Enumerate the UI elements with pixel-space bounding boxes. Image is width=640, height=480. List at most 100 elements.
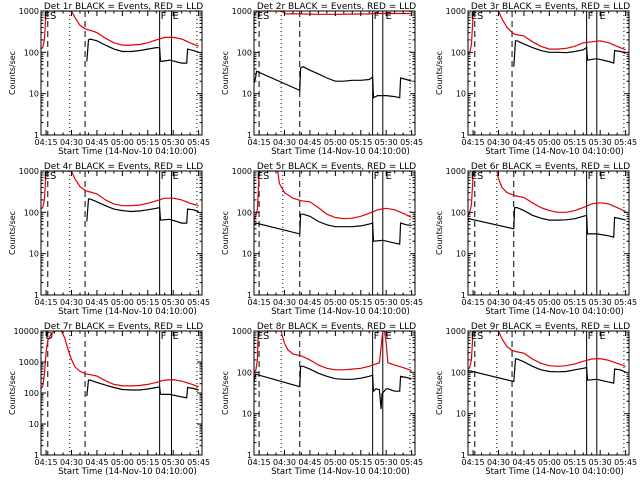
lld-series-line	[41, 331, 199, 389]
x-tick-label: 04:15	[35, 138, 58, 147]
x-axis-label: Start Time (14-Nov-10 04:10:00)	[485, 307, 624, 317]
x-tick-label: 04:15	[248, 138, 271, 147]
y-tick-label: 100	[451, 48, 466, 57]
marker-label: F	[588, 171, 594, 182]
y-tick-label: 10	[242, 250, 252, 259]
marker-label: E	[172, 331, 178, 342]
y-tick-label: 1	[461, 451, 466, 460]
marker-label: E	[385, 11, 391, 22]
lld-series-line	[254, 171, 412, 222]
time-markers	[258, 171, 411, 295]
lld-series-line	[254, 11, 412, 16]
y-axis-label: Counts/sec	[435, 211, 444, 255]
y-axis-label: Counts/sec	[435, 371, 444, 415]
lld-series-line	[468, 11, 626, 55]
time-markers	[258, 11, 411, 135]
x-tick-label: 05:15	[563, 138, 586, 147]
y-tick-label: 100	[237, 48, 252, 57]
plot-frame	[253, 330, 416, 456]
marker-label: E	[172, 11, 178, 22]
marker-label: ES	[44, 171, 57, 182]
marker-label: ES	[257, 11, 270, 22]
x-tick-label: 04:15	[35, 458, 58, 467]
marker-label: ES	[471, 11, 484, 22]
x-tick-label: 04:45	[85, 458, 108, 467]
y-tick-label: 1	[247, 131, 252, 140]
y-tick-label: 1000	[19, 167, 39, 176]
x-tick-label: 05:30	[375, 458, 398, 467]
y-tick-label: 100	[237, 368, 252, 377]
y-tick-label: 100	[24, 48, 39, 57]
plot-frame	[40, 330, 203, 456]
marker-label: F	[588, 331, 594, 342]
marker-label: E	[385, 171, 391, 182]
y-axis-label: Counts/sec	[8, 51, 17, 95]
y-axis-label: Counts/sec	[221, 211, 230, 255]
y-tick-label: 1	[247, 291, 252, 300]
lld-series-line	[254, 331, 412, 373]
x-tick-label: 05:15	[349, 138, 372, 147]
x-tick-label: 04:15	[462, 298, 485, 307]
y-tick-label: 1000	[232, 167, 252, 176]
marker-label: ES	[471, 331, 484, 342]
x-tick-label: 05:30	[162, 138, 185, 147]
plot-frame	[467, 10, 630, 136]
y-axis-label: Counts/sec	[435, 51, 444, 95]
x-tick-label: 05:00	[324, 138, 347, 147]
marker-label: E	[172, 171, 178, 182]
y-tick-label: 100	[237, 208, 252, 217]
marker-label: F	[161, 11, 167, 22]
x-tick-label: 05:30	[162, 458, 185, 467]
events-series-line	[86, 379, 199, 399]
chart-title: Det 3r BLACK = Events, RED = LLD	[471, 2, 630, 12]
x-tick-label: 05:45	[187, 298, 210, 307]
y-axis-label: Counts/sec	[221, 371, 230, 415]
x-tick-label: 04:45	[298, 138, 321, 147]
marker-label: ES	[257, 171, 270, 182]
y-tick-label: 1000	[232, 327, 252, 336]
marker-label: F	[161, 331, 167, 342]
x-tick-label: 04:30	[273, 138, 296, 147]
time-markers	[47, 171, 198, 295]
x-tick-label: 05:15	[349, 458, 372, 467]
y-tick-label: 100	[451, 368, 466, 377]
marker-label: D	[45, 331, 53, 342]
x-tick-label: 05:30	[162, 298, 185, 307]
marker-label: E	[599, 331, 605, 342]
time-markers	[474, 11, 625, 135]
y-tick-label: 10	[29, 90, 39, 99]
marker-label: ES	[257, 331, 270, 342]
y-tick-label: 10	[29, 250, 39, 259]
x-tick-label: 04:30	[487, 298, 510, 307]
x-tick-label: 05:00	[538, 138, 561, 147]
x-tick-label: 05:45	[400, 458, 423, 467]
x-tick-label: 05:15	[136, 298, 159, 307]
y-axis-label: Counts/sec	[8, 371, 17, 415]
x-tick-label: 05:30	[589, 458, 612, 467]
x-tick-label: 04:45	[85, 138, 108, 147]
x-tick-label: 05:45	[400, 138, 423, 147]
y-tick-label: 1000	[19, 358, 39, 367]
y-tick-label: 1000	[446, 327, 466, 336]
x-tick-label: 05:45	[400, 298, 423, 307]
time-markers	[47, 11, 198, 135]
lld-series-line	[468, 331, 626, 370]
chart-title: Det 6r BLACK = Events, RED = LLD	[471, 162, 630, 172]
chart-title: Det 1r BLACK = Events, RED = LLD	[44, 2, 203, 12]
marker-label: F	[161, 171, 167, 182]
y-tick-label: 10	[29, 420, 39, 429]
x-tick-label: 04:30	[60, 298, 83, 307]
x-tick-label: 05:45	[187, 458, 210, 467]
lld-series-line	[468, 171, 626, 217]
x-tick-label: 05:15	[136, 458, 159, 467]
events-series-line	[254, 213, 412, 245]
chart-title: Det 8r BLACK = Events, RED = LLD	[257, 322, 416, 332]
x-axis-label: Start Time (14-Nov-10 04:10:00)	[58, 467, 197, 477]
